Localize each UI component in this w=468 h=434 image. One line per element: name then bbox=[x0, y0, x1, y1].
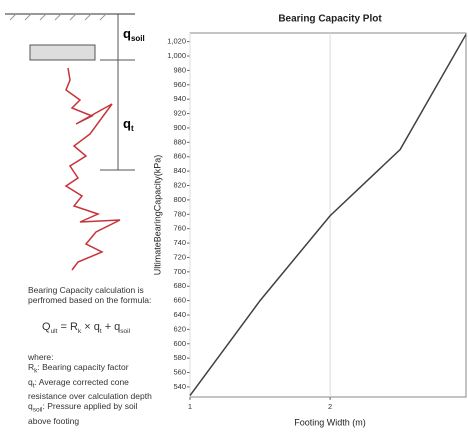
y-tick-label: 600 bbox=[173, 339, 186, 348]
qt-label: qt bbox=[123, 116, 134, 133]
formula-part: ult bbox=[50, 328, 58, 336]
subscript: t bbox=[32, 382, 35, 390]
formula-part: k bbox=[77, 328, 82, 336]
chart-title: Bearing Capacity Plot bbox=[278, 14, 382, 25]
y-tick-label: 660 bbox=[173, 296, 186, 305]
subscript: soil bbox=[32, 407, 43, 415]
formula-part: + q bbox=[101, 321, 121, 333]
y-tick-label: 860 bbox=[173, 152, 186, 161]
y-tick-label: 940 bbox=[173, 94, 186, 103]
formula-part: = R bbox=[57, 321, 78, 333]
y-tick-label: 920 bbox=[173, 109, 186, 118]
formula: Qult = Rk × qt + qsoil bbox=[42, 320, 172, 339]
y-tick-label: 760 bbox=[173, 224, 186, 233]
symbol: q bbox=[28, 376, 33, 387]
where-item: qsoil: Pressure applied by soil above fo… bbox=[28, 401, 158, 426]
cpt-trace bbox=[64, 67, 121, 271]
formula-part: soil bbox=[120, 328, 131, 336]
x-tick-label: 1 bbox=[188, 402, 192, 411]
y-tick-label: 820 bbox=[173, 180, 186, 189]
where-item: Rk: Bearing capacity factor bbox=[28, 362, 158, 377]
where-item: qt: Average corrected cone resistance ov… bbox=[28, 377, 158, 402]
symbol: R bbox=[28, 362, 35, 372]
diagram: qsoil qt bbox=[5, 13, 145, 271]
plot-area bbox=[189, 32, 467, 398]
ground-hatch bbox=[9, 13, 107, 21]
y-tick-label: 740 bbox=[173, 238, 186, 247]
y-tick-label: 980 bbox=[173, 65, 186, 74]
x-tick-label: 2 bbox=[328, 402, 332, 411]
y-axis-label: UltimateBearingCapacity(kPa) bbox=[152, 155, 162, 276]
formula-part: t bbox=[99, 328, 102, 336]
y-tick-label: 580 bbox=[173, 353, 186, 362]
y-tick-label: 1,000 bbox=[167, 51, 186, 60]
y-tick-label: 1,020 bbox=[167, 37, 186, 46]
definition: : Pressure applied by soil above footing bbox=[28, 401, 138, 427]
subscript: k bbox=[34, 367, 38, 375]
y-tick-label: 780 bbox=[173, 209, 186, 218]
description: Bearing Capacity calculation is perfrome… bbox=[28, 285, 152, 305]
y-tick-label: 620 bbox=[173, 324, 186, 333]
y-tick-label: 640 bbox=[173, 310, 186, 319]
y-tick-label: 880 bbox=[173, 137, 186, 146]
y-tick-label: 720 bbox=[173, 252, 186, 261]
footing bbox=[29, 44, 96, 61]
x-axis-label: Footing Width (m) bbox=[294, 417, 366, 427]
where-list: Rk: Bearing capacity factor qt: Average c… bbox=[28, 362, 158, 426]
symbol: q bbox=[28, 401, 33, 412]
definition: : Bearing capacity factor bbox=[37, 362, 129, 372]
definition: : Average corrected cone resistance over… bbox=[28, 376, 152, 402]
dimension-lines bbox=[100, 14, 135, 171]
where-heading: where: bbox=[28, 352, 54, 362]
qsoil-label: qsoil bbox=[123, 26, 145, 43]
y-tick-label: 700 bbox=[173, 267, 186, 276]
data-line bbox=[189, 34, 467, 397]
y-tick-label: 960 bbox=[173, 80, 186, 89]
y-tick-label: 900 bbox=[173, 123, 186, 132]
y-tick-label: 540 bbox=[173, 382, 186, 391]
formula-part: × q bbox=[81, 321, 100, 333]
y-tick-label: 800 bbox=[173, 195, 186, 204]
formula-part: Q bbox=[42, 321, 51, 333]
y-tick-label: 680 bbox=[173, 281, 186, 290]
y-tick-label: 560 bbox=[173, 368, 186, 377]
y-tick-label: 840 bbox=[173, 166, 186, 175]
